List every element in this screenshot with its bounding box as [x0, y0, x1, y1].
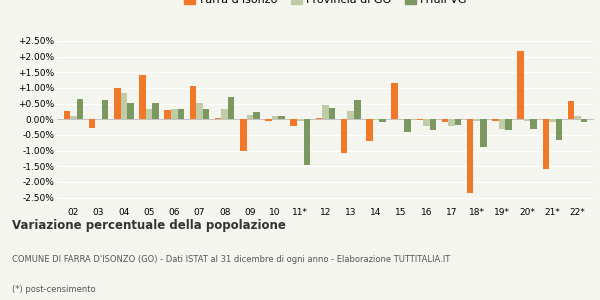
- Bar: [240, 119, 247, 151]
- Bar: [373, 119, 379, 120]
- Bar: [379, 119, 386, 122]
- Bar: [556, 119, 562, 140]
- Bar: [492, 119, 499, 122]
- Bar: [416, 119, 423, 120]
- Bar: [265, 119, 272, 122]
- Bar: [203, 109, 209, 119]
- Bar: [297, 119, 304, 121]
- Bar: [448, 119, 455, 125]
- Bar: [455, 119, 461, 125]
- Bar: [304, 119, 310, 165]
- Bar: [196, 103, 203, 119]
- Bar: [228, 97, 235, 119]
- Bar: [574, 116, 581, 119]
- Bar: [398, 119, 404, 120]
- Bar: [290, 119, 297, 125]
- Bar: [530, 119, 537, 129]
- Bar: [354, 100, 361, 119]
- Bar: [70, 116, 77, 119]
- Bar: [473, 119, 480, 121]
- Bar: [64, 111, 70, 119]
- Bar: [121, 93, 127, 119]
- Bar: [171, 109, 178, 119]
- Bar: [499, 119, 505, 129]
- Bar: [542, 119, 549, 170]
- Bar: [423, 119, 430, 125]
- Text: Variazione percentuale della popolazione: Variazione percentuale della popolazione: [12, 219, 286, 232]
- Bar: [272, 116, 278, 119]
- Bar: [164, 110, 171, 119]
- Bar: [139, 75, 146, 119]
- Bar: [568, 101, 574, 119]
- Bar: [391, 83, 398, 119]
- Bar: [253, 112, 260, 119]
- Bar: [467, 119, 473, 193]
- Bar: [77, 99, 83, 119]
- Bar: [524, 119, 530, 121]
- Bar: [221, 109, 228, 119]
- Bar: [322, 105, 329, 119]
- Bar: [517, 51, 524, 119]
- Bar: [505, 119, 512, 130]
- Bar: [316, 118, 322, 119]
- Text: COMUNE DI FARRA D'ISONZO (GO) - Dati ISTAT al 31 dicembre di ogni anno - Elabora: COMUNE DI FARRA D'ISONZO (GO) - Dati IST…: [12, 255, 450, 264]
- Bar: [178, 109, 184, 119]
- Bar: [146, 109, 152, 119]
- Bar: [127, 103, 134, 119]
- Bar: [329, 108, 335, 119]
- Bar: [442, 119, 448, 122]
- Text: (*) post-censimento: (*) post-censimento: [12, 285, 95, 294]
- Bar: [581, 119, 587, 122]
- Bar: [190, 86, 196, 119]
- Bar: [114, 88, 121, 119]
- Bar: [366, 119, 373, 141]
- Bar: [430, 119, 436, 130]
- Bar: [152, 103, 159, 119]
- Bar: [89, 119, 95, 128]
- Bar: [549, 119, 556, 122]
- Bar: [215, 118, 221, 119]
- Bar: [404, 119, 411, 132]
- Bar: [102, 100, 109, 119]
- Bar: [341, 119, 347, 153]
- Bar: [247, 115, 253, 119]
- Bar: [278, 116, 285, 119]
- Bar: [480, 119, 487, 148]
- Bar: [347, 111, 354, 119]
- Legend: Farra d'Isonzo, Provincia di GO, Friuli VG: Farra d'Isonzo, Provincia di GO, Friuli …: [180, 0, 471, 10]
